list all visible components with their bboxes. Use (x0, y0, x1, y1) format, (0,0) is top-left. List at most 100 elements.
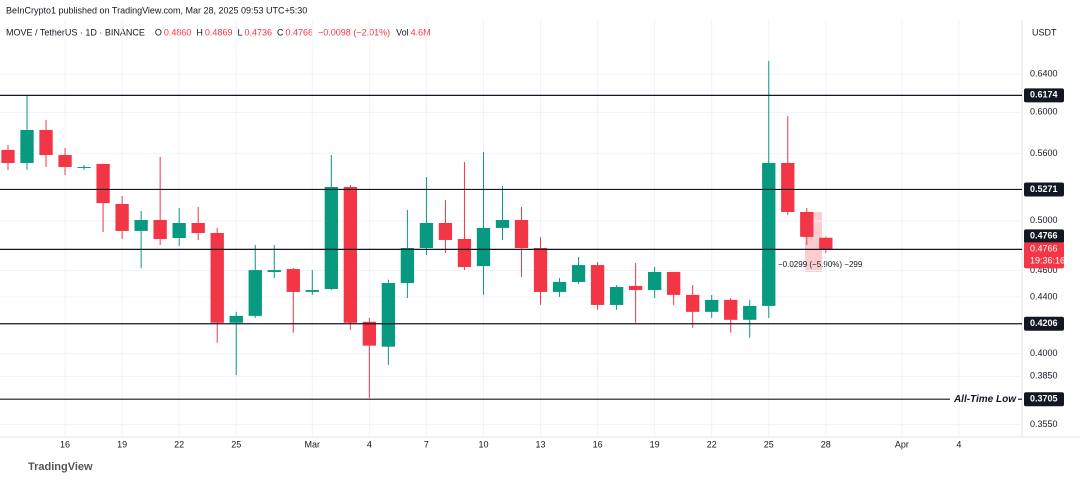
level-note: All-Time Low (953, 394, 1017, 405)
candle-body (476, 227, 491, 267)
candle-body (324, 186, 338, 289)
y-tick-label: 0.3550 (1030, 419, 1058, 429)
candle-body (400, 247, 415, 284)
candle-body (647, 272, 662, 291)
x-tick-label: Mar (305, 439, 321, 449)
y-tick-label: 0.4600 (1030, 265, 1058, 275)
x-tick-label: 22 (174, 439, 184, 449)
level-label: 0.5271 (1030, 184, 1058, 194)
candle-body (381, 283, 396, 347)
x-tick-label: 4 (956, 439, 961, 449)
level-label-box (1024, 88, 1064, 103)
level-label: 0.4766 (1030, 231, 1058, 241)
candle-body (686, 294, 700, 312)
publisher: BeInCrypto1 published on TradingView.com… (6, 5, 307, 15)
x-tick-label: 16 (60, 439, 70, 449)
x-tick-label: 19 (117, 439, 127, 449)
candle-body (419, 222, 434, 248)
candle-body (571, 265, 586, 282)
candle-body (172, 222, 186, 238)
candle-body (781, 162, 795, 212)
candle-body (819, 237, 833, 250)
ohlc-legend: O 0.4860 H 0.4869 L 0.4736 C 0.4766 −0.0098 (−2.… (155, 27, 431, 37)
legend-text: 0.4869 (205, 27, 233, 37)
candle-body (267, 270, 281, 273)
legend-text: Vol (396, 27, 409, 37)
x-tick-label: 13 (536, 439, 546, 449)
candle-body (58, 155, 72, 167)
y-tick-label: 0.5600 (1030, 148, 1058, 158)
candle-body (609, 286, 624, 305)
level-label-box (1024, 229, 1064, 244)
legend-text: O (155, 27, 162, 37)
candle-body (362, 321, 377, 346)
candle-body (115, 203, 129, 231)
legend-text: 4.6M (411, 27, 431, 37)
candle-body (552, 281, 567, 292)
symbol: MOVE / TetherUS · 1D · BINANCE (6, 27, 145, 37)
y-tick-label: 0.6000 (1030, 107, 1058, 117)
candle-body (229, 315, 243, 323)
candle-body (495, 220, 510, 228)
candle-body (762, 162, 776, 306)
level-label-box (1024, 316, 1064, 331)
candle-body (191, 222, 205, 233)
x-tick-label: 10 (478, 439, 488, 449)
candle-body (667, 272, 681, 295)
candle-body (210, 232, 224, 323)
x-tick-label: 19 (650, 439, 660, 449)
x-tick-label: Apr (895, 439, 909, 449)
legend-text: C (277, 27, 284, 37)
x-tick-label: 22 (707, 439, 717, 449)
level-note-bg (949, 392, 1018, 407)
candle-body (457, 238, 472, 267)
y-tick-label: 0.5000 (1030, 215, 1058, 225)
candle-body (96, 163, 110, 204)
candle-body (39, 129, 53, 156)
candles (1, 61, 833, 398)
x-tick-label: 25 (764, 439, 774, 449)
candle-body (134, 220, 148, 231)
candle-body (343, 186, 357, 323)
candle-body (248, 270, 262, 316)
y-tick-label: 0.6400 (1030, 68, 1058, 78)
legend-text: 0.4736 (244, 27, 272, 37)
candle-body (438, 222, 453, 240)
legend-text: 0.4766 (286, 27, 314, 37)
level-label: 0.6174 (1030, 90, 1058, 100)
y-tick-label: 0.4000 (1030, 348, 1058, 358)
price-label: 0.4766 (1030, 244, 1058, 254)
x-tick-label: 16 (593, 439, 603, 449)
measure-label: −0.0299 (−5.90%) −299 (778, 260, 863, 269)
candle-body (533, 247, 548, 292)
watermark: TradingView (28, 461, 93, 473)
y-tick-label: 0.4400 (1030, 291, 1058, 301)
x-tick-label: 4 (367, 439, 372, 449)
legend-text: L (237, 27, 242, 37)
candle-body (628, 285, 643, 291)
candle-body (286, 269, 300, 292)
level-label-box (1024, 392, 1064, 407)
level-label-box (1024, 182, 1064, 197)
countdown: 19:36:16 (1030, 256, 1065, 266)
candle-body (153, 220, 167, 239)
candle-body (305, 290, 319, 292)
level-label: 0.4206 (1030, 318, 1058, 328)
candle-body (724, 299, 738, 320)
candle-body (800, 211, 814, 237)
legend-text: H (196, 27, 203, 37)
x-tick-label: 28 (821, 439, 831, 449)
level-label: 0.3705 (1030, 394, 1058, 404)
candle-body (705, 299, 719, 312)
y-tick-label: 0.3850 (1030, 371, 1058, 381)
candle-body (20, 129, 34, 163)
candle-body (590, 265, 605, 305)
legend-text: 0.4860 (164, 27, 192, 37)
candle-body (743, 305, 757, 320)
legend-text: −0.0098 (−2.01%) (318, 27, 390, 37)
price-label-box (1024, 242, 1064, 269)
candle-body (514, 220, 529, 248)
candle-body (1, 149, 15, 163)
